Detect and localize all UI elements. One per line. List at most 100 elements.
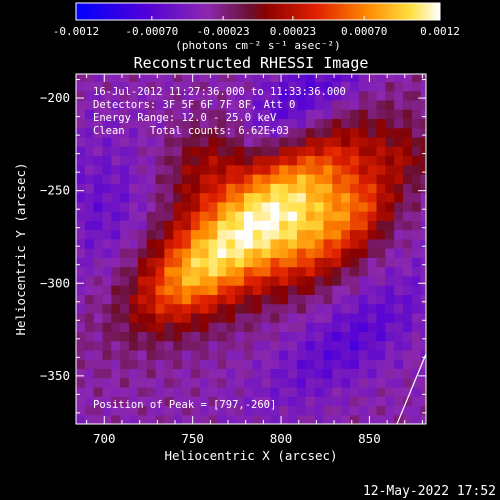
heatmap-cell <box>182 312 192 323</box>
heatmap-cell <box>394 285 404 295</box>
heatmap-cell <box>217 211 227 221</box>
heatmap-cell <box>332 81 342 92</box>
heatmap-cell <box>120 220 130 231</box>
heatmap-cell <box>349 368 360 379</box>
heatmap-cell <box>411 294 422 305</box>
heatmap-cell <box>173 136 183 147</box>
heatmap-cell <box>146 90 157 101</box>
heatmap-cell <box>411 238 422 249</box>
heatmap-cell <box>341 174 351 184</box>
heatmap-cell <box>279 238 289 249</box>
heatmap-cell <box>226 294 236 305</box>
heatmap-cell <box>367 303 378 314</box>
heatmap-cell <box>173 127 183 138</box>
heatmap-cell <box>111 127 121 138</box>
heatmap-cell <box>252 183 263 194</box>
heatmap-cell <box>129 174 139 184</box>
heatmap-cell <box>111 136 121 147</box>
heatmap-cell <box>76 322 86 333</box>
heatmap-cell <box>217 266 227 277</box>
heatmap-cell <box>403 211 413 221</box>
heatmap-cell <box>349 99 360 110</box>
heatmap-cell <box>182 99 192 110</box>
heatmap-cell <box>411 164 422 175</box>
heatmap-cell <box>199 248 210 258</box>
heatmap-cell <box>137 248 148 258</box>
heatmap-cell <box>190 248 201 258</box>
heatmap-cell <box>84 312 95 323</box>
heatmap-cell <box>420 211 426 221</box>
heatmap-cell <box>403 331 413 342</box>
heatmap-cell <box>305 118 316 129</box>
heatmap-cell <box>279 220 289 231</box>
heatmap-cell <box>199 220 210 231</box>
heatmap-cell <box>190 377 201 388</box>
heatmap-cell <box>120 201 130 212</box>
heatmap-cell <box>243 414 254 424</box>
heatmap-cell <box>358 81 369 92</box>
heatmap-cell <box>120 174 130 184</box>
heatmap-cell <box>349 303 360 314</box>
heatmap-cell <box>411 266 422 277</box>
heatmap-cell <box>323 312 333 323</box>
heatmap-cell <box>120 266 130 277</box>
heatmap-cell <box>411 109 422 120</box>
heatmap-cell <box>208 201 219 212</box>
heatmap-cell <box>279 90 289 101</box>
heatmap-cell <box>120 155 130 166</box>
heatmap-cell <box>235 414 245 424</box>
heatmap-cell <box>385 74 395 83</box>
heatmap-cell <box>226 90 236 101</box>
heatmap-cell <box>217 359 227 370</box>
heatmap-cell <box>199 303 210 314</box>
heatmap-cell <box>164 155 174 166</box>
heatmap-cell <box>76 285 86 295</box>
heatmap-cell <box>411 127 422 138</box>
heatmap-cell <box>217 174 227 184</box>
heatmap-cell <box>164 396 174 407</box>
heatmap-cell <box>279 275 289 286</box>
heatmap-cell <box>314 386 325 397</box>
heatmap-cell <box>411 201 422 212</box>
heatmap-cell <box>111 396 121 407</box>
heatmap-cell <box>129 405 139 416</box>
heatmap-cell <box>155 229 165 240</box>
heatmap-cell <box>76 211 86 221</box>
heatmap-cell <box>111 155 121 166</box>
heatmap-cell <box>314 174 325 184</box>
heatmap-cell <box>190 285 201 295</box>
heatmap-cell <box>385 127 395 138</box>
heatmap-cell <box>385 405 395 416</box>
heatmap-cell <box>226 155 236 166</box>
heatmap-cell <box>376 257 386 268</box>
heatmap-cell <box>217 405 227 416</box>
heatmap-cell <box>270 99 280 110</box>
heatmap-cell <box>235 229 245 240</box>
heatmap-cell <box>182 266 192 277</box>
heatmap-cell <box>208 266 219 277</box>
heatmap-cell <box>111 211 121 221</box>
y-tick-label: −250 <box>40 183 70 198</box>
heatmap-cell <box>93 155 104 166</box>
heatmap-cell <box>199 164 210 175</box>
heatmap-cell <box>341 155 351 166</box>
heatmap-cell <box>182 90 192 101</box>
heatmap-cell <box>137 386 148 397</box>
heatmap-cell <box>155 211 165 221</box>
heatmap-cell <box>252 248 263 258</box>
heatmap-cell <box>173 359 183 370</box>
heatmap-cell <box>349 285 360 295</box>
heatmap-cell <box>208 136 219 147</box>
heatmap-cell <box>270 266 280 277</box>
heatmap-cell <box>420 275 426 286</box>
heatmap-cell <box>305 99 316 110</box>
heatmap-cell <box>349 248 360 258</box>
heatmap-cell <box>296 377 307 388</box>
heatmap-cell <box>420 266 426 277</box>
heatmap-cell <box>314 331 325 342</box>
heatmap-cell <box>190 386 201 397</box>
heatmap-cell <box>190 340 201 351</box>
heatmap-cell <box>411 174 422 184</box>
heatmap-cell <box>146 275 157 286</box>
heatmap-cell <box>137 174 148 184</box>
